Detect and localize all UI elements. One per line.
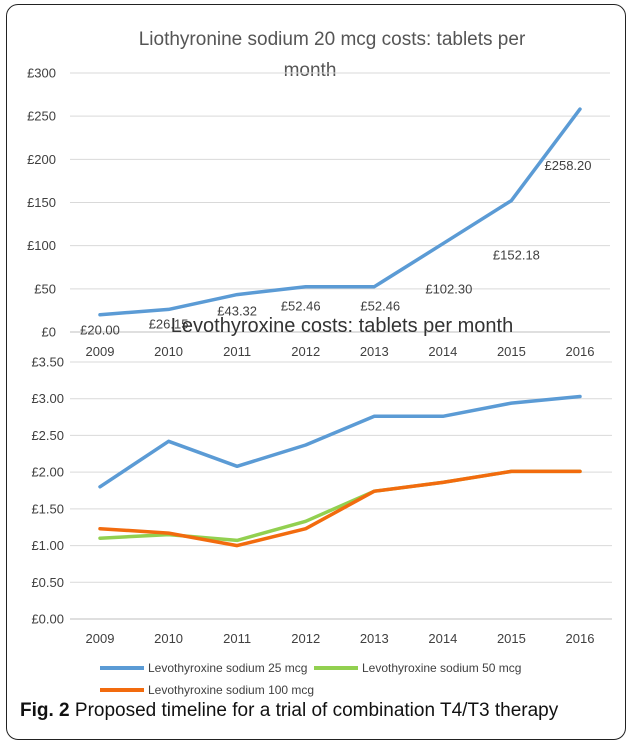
data-label: £43.32 — [217, 304, 257, 319]
figure-caption-text: Proposed timeline for a trial of combina… — [74, 700, 559, 721]
data-label: £26.15 — [149, 316, 189, 331]
y-tick-label: £250 — [27, 109, 56, 124]
x-tick-label: 2009 — [86, 344, 115, 359]
series-line — [98, 469, 582, 543]
data-label: £52.46 — [281, 299, 321, 314]
x-tick-label: 2015 — [497, 344, 526, 359]
chart-title-line: month — [284, 60, 337, 81]
x-tick-label: 2012 — [291, 631, 320, 646]
y-tick-label: £300 — [27, 66, 56, 81]
y-tick-label: £3.50 — [31, 355, 64, 370]
x-tick-label: 2016 — [566, 344, 595, 359]
y-tick-label: £0 — [42, 325, 56, 340]
chart-title: Levothyroxine costs: tablets per month — [171, 315, 513, 337]
x-tick-label: 2011 — [223, 631, 251, 646]
legend-label: Levothyroxine sodium 50 mcg — [362, 661, 521, 675]
x-tick-label: 2013 — [360, 344, 389, 359]
x-tick-label: 2014 — [428, 344, 457, 359]
figure-frame — [6, 4, 626, 740]
x-tick-label: 2013 — [360, 631, 389, 646]
y-tick-label: £100 — [27, 238, 56, 253]
series-line — [98, 107, 582, 317]
y-tick-label: £0.00 — [31, 612, 64, 627]
y-tick-label: £150 — [27, 195, 56, 210]
x-tick-label: 2012 — [291, 344, 320, 359]
x-tick-label: 2016 — [566, 631, 595, 646]
data-label: £52.46 — [360, 299, 400, 314]
y-tick-label: £2.00 — [31, 465, 64, 480]
series-line — [98, 469, 582, 548]
legend-label: Levothyroxine sodium 100 mcg — [148, 683, 314, 697]
y-tick-label: £1.50 — [31, 501, 64, 516]
figure-caption: Fig. 2 Proposed timeline for a trial of … — [20, 700, 620, 722]
x-tick-label: 2010 — [154, 344, 183, 359]
x-tick-label: 2009 — [86, 631, 115, 646]
chart-title-line: Liothyronine sodium 20 mcg costs: tablet… — [139, 29, 526, 50]
x-tick-label: 2015 — [497, 631, 526, 646]
y-tick-label: £3.00 — [31, 391, 64, 406]
data-label: £102.30 — [425, 282, 472, 297]
y-tick-label: £1.00 — [31, 538, 64, 553]
data-label: £20.00 — [80, 323, 120, 338]
x-tick-label: 2014 — [428, 631, 457, 646]
y-tick-label: £2.50 — [31, 428, 64, 443]
x-tick-label: 2010 — [154, 631, 183, 646]
y-tick-label: £0.50 — [31, 575, 64, 590]
figure-label: Fig. 2 — [20, 700, 70, 721]
legend-label: Levothyroxine sodium 25 mcg — [148, 661, 307, 675]
data-label: £258.20 — [545, 158, 592, 173]
data-label: £152.18 — [493, 248, 540, 263]
x-tick-label: 2011 — [223, 344, 251, 359]
y-tick-label: £200 — [27, 152, 56, 167]
y-tick-label: £50 — [34, 281, 56, 296]
series-line — [98, 394, 582, 489]
